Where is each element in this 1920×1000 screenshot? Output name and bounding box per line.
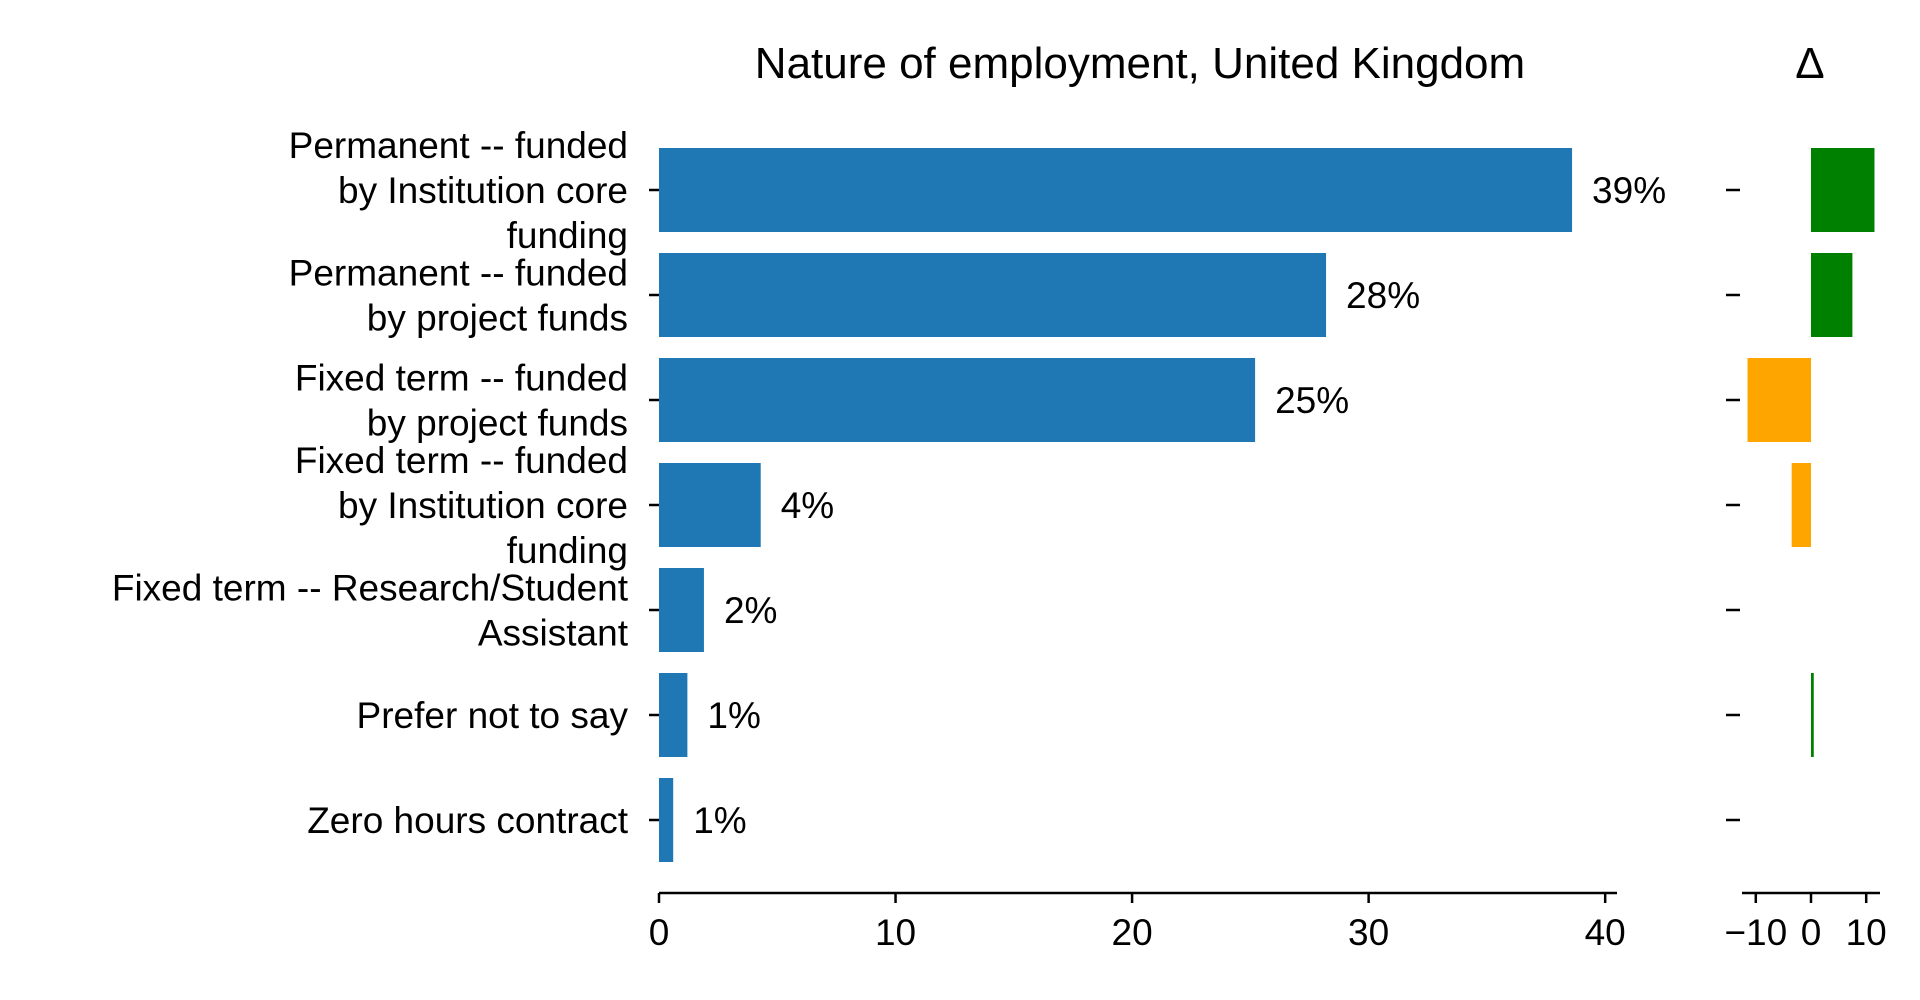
delta-chart-title: Δ (1795, 39, 1824, 88)
category-label-line: Assistant (478, 613, 629, 654)
category-label-line: by Institution core (338, 485, 628, 526)
main-data-labels-group: 39% 28% 25% 4% 2% 1% 1% (693, 170, 1666, 841)
category-label-line: by project funds (367, 403, 628, 444)
delta-x-axis: −10 0 10 (1724, 188, 1887, 953)
main-bar (659, 463, 761, 547)
main-bars-group (659, 148, 1573, 862)
delta-bars-group (1747, 148, 1875, 757)
x-tick-label: 10 (875, 912, 916, 953)
category-label: Prefer not to say (357, 695, 629, 736)
main-bar-data-label: 1% (707, 695, 760, 736)
main-chart-title: Nature of employment, United Kingdom (755, 39, 1525, 88)
main-bar-data-label: 2% (724, 590, 777, 631)
category-label-line: funding (507, 530, 628, 571)
main-bar (659, 148, 1573, 232)
category-label-line: Zero hours contract (307, 800, 629, 841)
delta-x-tick-label: −10 (1724, 912, 1787, 953)
main-bar-data-label: 39% (1592, 170, 1666, 211)
category-labels-group: Permanent -- funded by Institution core fu… (112, 125, 629, 841)
category-label: Fixed term -- funded by Institution core f… (295, 440, 628, 571)
main-bar (659, 358, 1256, 442)
category-label: Fixed term -- funded by project funds (295, 358, 628, 444)
delta-bar (1791, 463, 1811, 547)
main-bar-data-label: 4% (781, 485, 834, 526)
category-label: Permanent -- funded by project funds (289, 253, 628, 339)
main-bar-data-label: 25% (1275, 380, 1349, 421)
delta-bar (1811, 673, 1814, 757)
delta-x-tick-label: 10 (1846, 912, 1887, 953)
main-bar (659, 568, 704, 652)
main-bar-data-label: 28% (1346, 275, 1420, 316)
delta-bar (1811, 148, 1875, 232)
main-bar (659, 253, 1327, 337)
category-label-line: Fixed term -- funded (295, 440, 628, 481)
x-tick-label: 40 (1585, 912, 1626, 953)
main-bar (659, 673, 688, 757)
category-label-line: Prefer not to say (357, 695, 629, 736)
x-tick-label: 20 (1112, 912, 1153, 953)
main-bar-data-label: 1% (693, 800, 746, 841)
category-label-line: by project funds (367, 298, 628, 339)
category-label-line: funding (507, 215, 628, 256)
category-label-line: Permanent -- funded (289, 125, 628, 166)
main-x-axis: 0 10 20 30 40 (649, 188, 1626, 953)
delta-x-tick-label: 0 (1801, 912, 1822, 953)
category-label-line: by Institution core (338, 170, 628, 211)
category-label-line: Permanent -- funded (289, 253, 628, 294)
x-tick-label: 0 (649, 912, 670, 953)
category-label-line: Fixed term -- Research/Student (112, 568, 629, 609)
category-label: Permanent -- funded by Institution core fu… (289, 125, 628, 256)
category-label: Zero hours contract (307, 800, 629, 841)
delta-bar (1811, 253, 1853, 337)
x-tick-label: 30 (1348, 912, 1389, 953)
category-label-line: Fixed term -- funded (295, 358, 628, 399)
category-label: Fixed term -- Research/Student Assistant (112, 568, 629, 654)
main-bar (659, 778, 674, 862)
delta-bar (1747, 358, 1811, 442)
